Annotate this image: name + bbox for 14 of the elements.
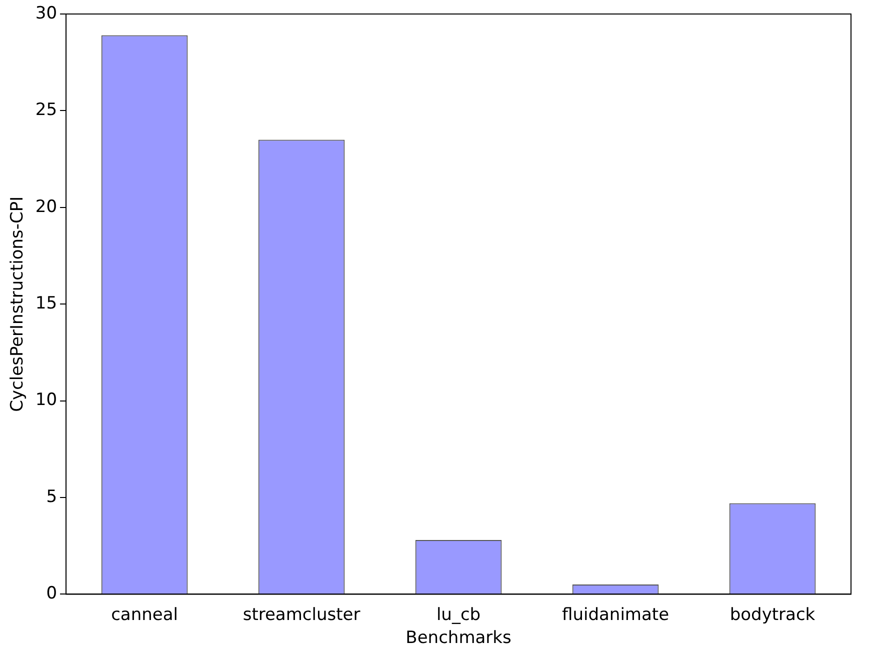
y-tick-label: 30	[35, 3, 58, 24]
y-tick-label: 20	[35, 196, 58, 217]
x-tick-label: bodytrack	[730, 604, 816, 625]
x-axis-title: Benchmarks	[406, 628, 512, 648]
x-tick-label: fluidanimate	[562, 604, 670, 625]
x-tick-label: streamcluster	[242, 604, 360, 625]
y-tick-label: 10	[35, 390, 58, 410]
y-tick-label: 0	[46, 584, 58, 604]
x-tick-label: canneal	[111, 604, 178, 625]
x-tick-label: lu_cb	[436, 604, 481, 625]
y-tick-label: 5	[46, 486, 58, 507]
y-tick-label: 15	[35, 294, 58, 314]
y-axis-title: CyclesPerInstructions-CPI	[8, 196, 28, 412]
y-tick-label: 25	[35, 100, 58, 120]
